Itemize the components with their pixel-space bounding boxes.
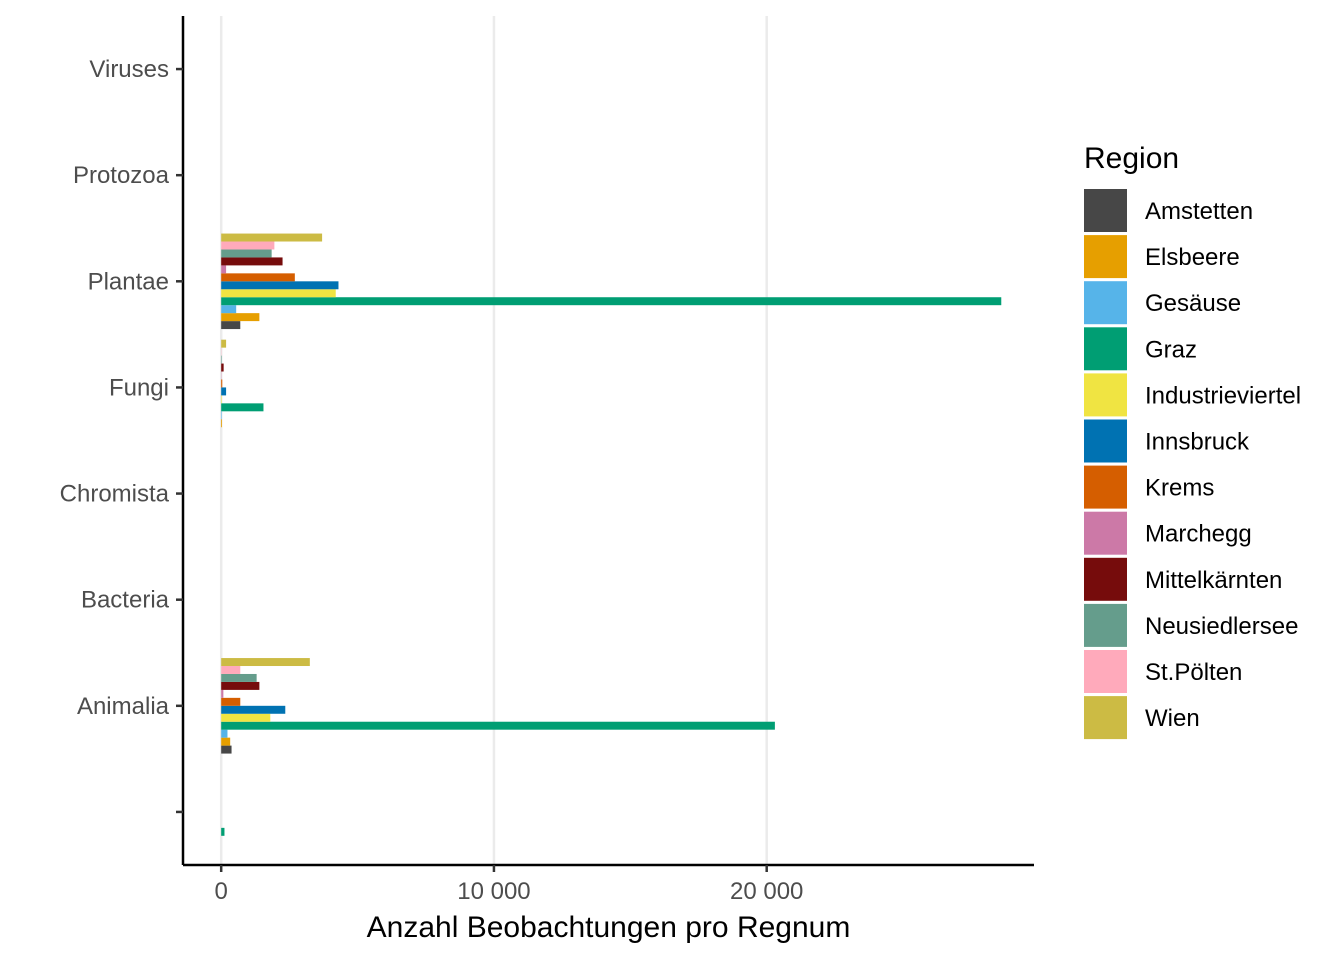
bar-amstetten-5 — [221, 321, 241, 330]
legend-label-wien: Wien — [1145, 705, 1200, 732]
x-tick-label-1: 10 000 — [457, 878, 530, 905]
legend-label-st-p-lten: St.Pölten — [1145, 659, 1242, 686]
bar-neusiedlersee-4 — [221, 355, 222, 364]
legend-label-neusiedlersee: Neusiedlersee — [1145, 613, 1298, 640]
legend-key-wien — [1084, 696, 1127, 740]
legend-key-innsbruck — [1084, 419, 1127, 463]
bar-ges-use-4 — [221, 411, 222, 420]
bar-industrieviertel-1 — [221, 713, 271, 722]
legend-label-innsbruck: Innsbruck — [1145, 429, 1250, 456]
bar-wien-4 — [221, 339, 227, 348]
bar-elsbeere-1 — [221, 737, 231, 746]
legend-key-ges-use — [1084, 281, 1127, 325]
bar-innsbruck-1 — [221, 705, 286, 714]
bar-ges-use-5 — [221, 305, 237, 314]
bar-wien-5 — [221, 233, 323, 242]
legend-key-graz — [1084, 327, 1127, 371]
bar-innsbruck-5 — [221, 281, 339, 290]
y-tick-label-3: Chromista — [60, 481, 170, 508]
y-tick-label-1: Animalia — [77, 693, 170, 720]
legend-key-elsbeere — [1084, 235, 1127, 279]
bar-krems-5 — [221, 273, 295, 282]
legend-label-amstetten: Amstetten — [1145, 198, 1253, 225]
y-tick-label-6: Protozoa — [73, 162, 170, 189]
bar-neusiedlersee-1 — [221, 673, 257, 682]
bar-graz-0 — [221, 827, 225, 836]
bar-wien-1 — [221, 658, 310, 667]
bar-st-p-lten-5 — [221, 241, 275, 250]
legend-key-mittelk-rnten — [1084, 557, 1127, 601]
legend-key-industrieviertel — [1084, 373, 1127, 417]
legend-key-st-p-lten — [1084, 650, 1127, 693]
bar-marchegg-1 — [221, 689, 224, 698]
y-tick-label-4: Fungi — [109, 374, 169, 401]
legend-key-neusiedlersee — [1084, 603, 1127, 647]
y-tick-label-5: Plantae — [88, 268, 169, 295]
bar-amstetten-1 — [221, 745, 232, 754]
y-tick-label-2: Bacteria — [81, 587, 170, 614]
bar-industrieviertel-4 — [221, 395, 222, 404]
bar-krems-4 — [221, 379, 223, 388]
bar-krems-1 — [221, 697, 241, 706]
bar-mittelk-rnten-4 — [221, 363, 224, 372]
bar-mittelk-rnten-1 — [221, 681, 260, 690]
bar-industrieviertel-5 — [221, 289, 336, 298]
bar-ges-use-1 — [221, 729, 228, 738]
legend-label-mittelk-rnten: Mittelkärnten — [1145, 567, 1282, 594]
bar-graz-5 — [221, 297, 1002, 306]
axes-layer: Animalia Bacteria Chromista Fungi Plantae Pro… — [60, 16, 1034, 905]
bars-layer — [221, 233, 1002, 836]
legend-key-amstetten — [1084, 189, 1127, 232]
x-tick-label-2: 20 000 — [730, 878, 803, 905]
grid-layer — [219, 16, 768, 865]
bar-elsbeere-4 — [221, 419, 223, 428]
legend-label-marchegg: Marchegg — [1145, 521, 1252, 548]
bar-st-p-lten-1 — [221, 666, 241, 674]
x-axis-title: Anzahl Beobachtungen pro Regnum — [367, 911, 851, 944]
legend-label-elsbeere: Elsbeere — [1145, 244, 1240, 271]
legend-key-marchegg — [1084, 511, 1127, 555]
y-tick-label-7: Viruses — [89, 56, 169, 83]
bar-mittelk-rnten-5 — [221, 257, 283, 266]
bar-graz-4 — [221, 403, 264, 412]
legend-label-krems: Krems — [1145, 475, 1214, 502]
bar-graz-1 — [221, 721, 775, 730]
legend-label-graz: Graz — [1145, 336, 1197, 363]
bar-elsbeere-5 — [221, 313, 260, 322]
legend: Region Amstetten Elsbeere Gesäuse Graz Indus… — [1084, 142, 1301, 740]
legend-title: Region — [1084, 142, 1179, 175]
legend-key-krems — [1084, 465, 1127, 509]
legend-label-ges-use: Gesäuse — [1145, 290, 1241, 317]
bar-neusiedlersee-5 — [221, 249, 272, 258]
bar-marchegg-5 — [221, 265, 227, 274]
bar-innsbruck-4 — [221, 387, 227, 396]
legend-label-industrieviertel: Industrieviertel — [1145, 382, 1301, 409]
x-tick-label-0: 0 — [215, 878, 228, 905]
